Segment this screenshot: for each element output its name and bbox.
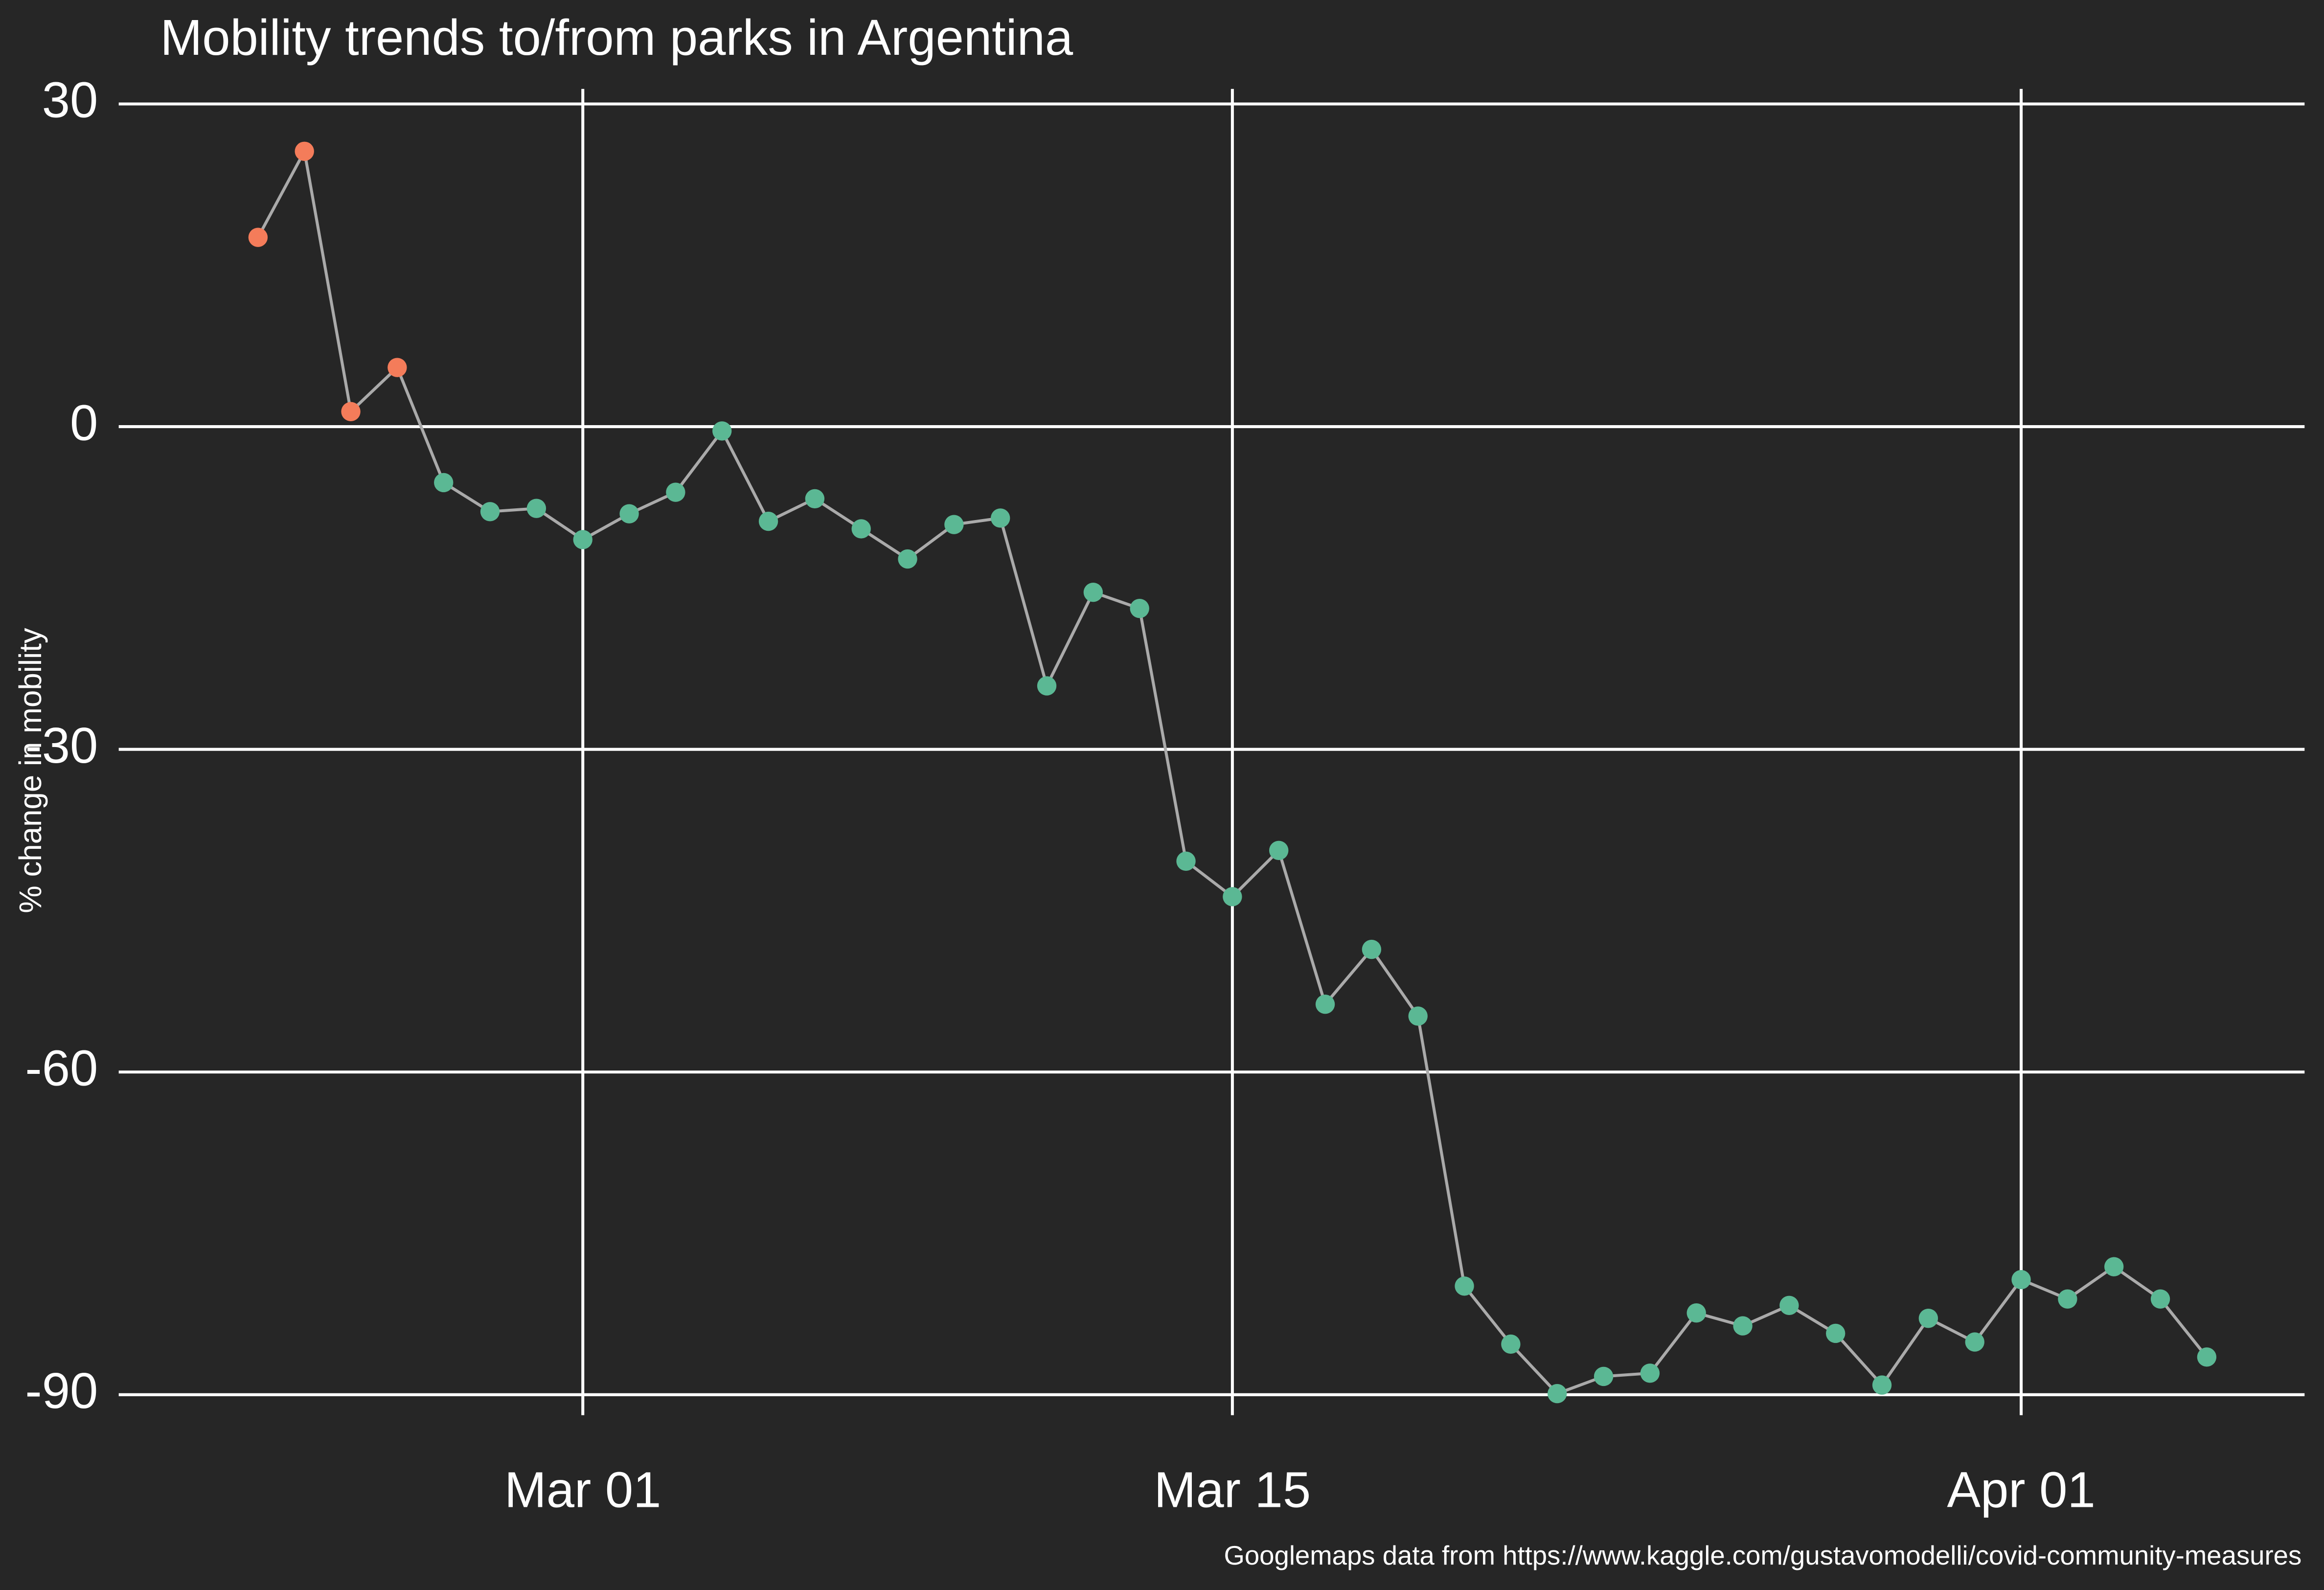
caption: Googlemaps data from https://www.kaggle.… <box>1224 1541 2301 1570</box>
x-tick-label: Mar 15 <box>1154 1461 1311 1518</box>
y-tick-label: -60 <box>25 1040 98 1096</box>
data-point <box>619 504 639 523</box>
data-point <box>2197 1347 2217 1367</box>
data-point <box>1918 1309 1938 1328</box>
y-tick-label: -30 <box>25 717 98 773</box>
data-point <box>1037 676 1057 696</box>
data-point <box>295 141 314 161</box>
data-point <box>851 519 871 539</box>
data-point <box>1826 1323 1846 1343</box>
data-point <box>1965 1332 1984 1352</box>
data-point <box>1315 995 1335 1014</box>
data-point <box>434 473 454 493</box>
data-point <box>480 502 500 522</box>
data-point <box>2058 1289 2077 1309</box>
data-point <box>341 402 361 421</box>
y-tick-label: 30 <box>42 72 98 128</box>
data-point <box>2104 1257 2124 1276</box>
chart-title: Mobility trends to/from parks in Argenti… <box>160 9 1073 66</box>
data-point <box>573 530 592 549</box>
data-point <box>758 511 778 531</box>
data-point <box>387 358 407 377</box>
data-point <box>1269 840 1289 861</box>
data-point <box>1176 851 1196 871</box>
data-point <box>526 499 547 518</box>
data-point <box>991 508 1010 528</box>
data-point <box>2150 1289 2170 1309</box>
data-point <box>1548 1384 1567 1404</box>
data-point <box>1872 1375 1892 1395</box>
data-point <box>2011 1270 2031 1290</box>
data-point <box>1455 1276 1474 1296</box>
data-point <box>1130 598 1149 618</box>
data-point <box>1501 1334 1521 1354</box>
data-point <box>666 482 685 502</box>
data-point <box>248 227 268 247</box>
data-point <box>1362 939 1382 959</box>
data-point <box>1594 1366 1614 1386</box>
data-point <box>1733 1316 1753 1336</box>
data-point <box>944 515 964 534</box>
data-point <box>898 549 917 569</box>
y-axis-label: % change in mobility <box>13 628 48 913</box>
data-point <box>805 489 825 509</box>
data-point <box>1640 1363 1660 1383</box>
data-point <box>1779 1295 1799 1316</box>
data-point <box>1686 1303 1706 1323</box>
y-tick-label: 0 <box>70 394 98 451</box>
y-tick-label: -90 <box>25 1363 98 1419</box>
x-tick-label: Apr 01 <box>1947 1461 2095 1518</box>
data-point <box>1408 1006 1428 1026</box>
data-point <box>1223 887 1242 907</box>
data-point <box>1083 582 1103 602</box>
data-point <box>712 421 732 441</box>
x-tick-label: Mar 01 <box>504 1461 661 1518</box>
